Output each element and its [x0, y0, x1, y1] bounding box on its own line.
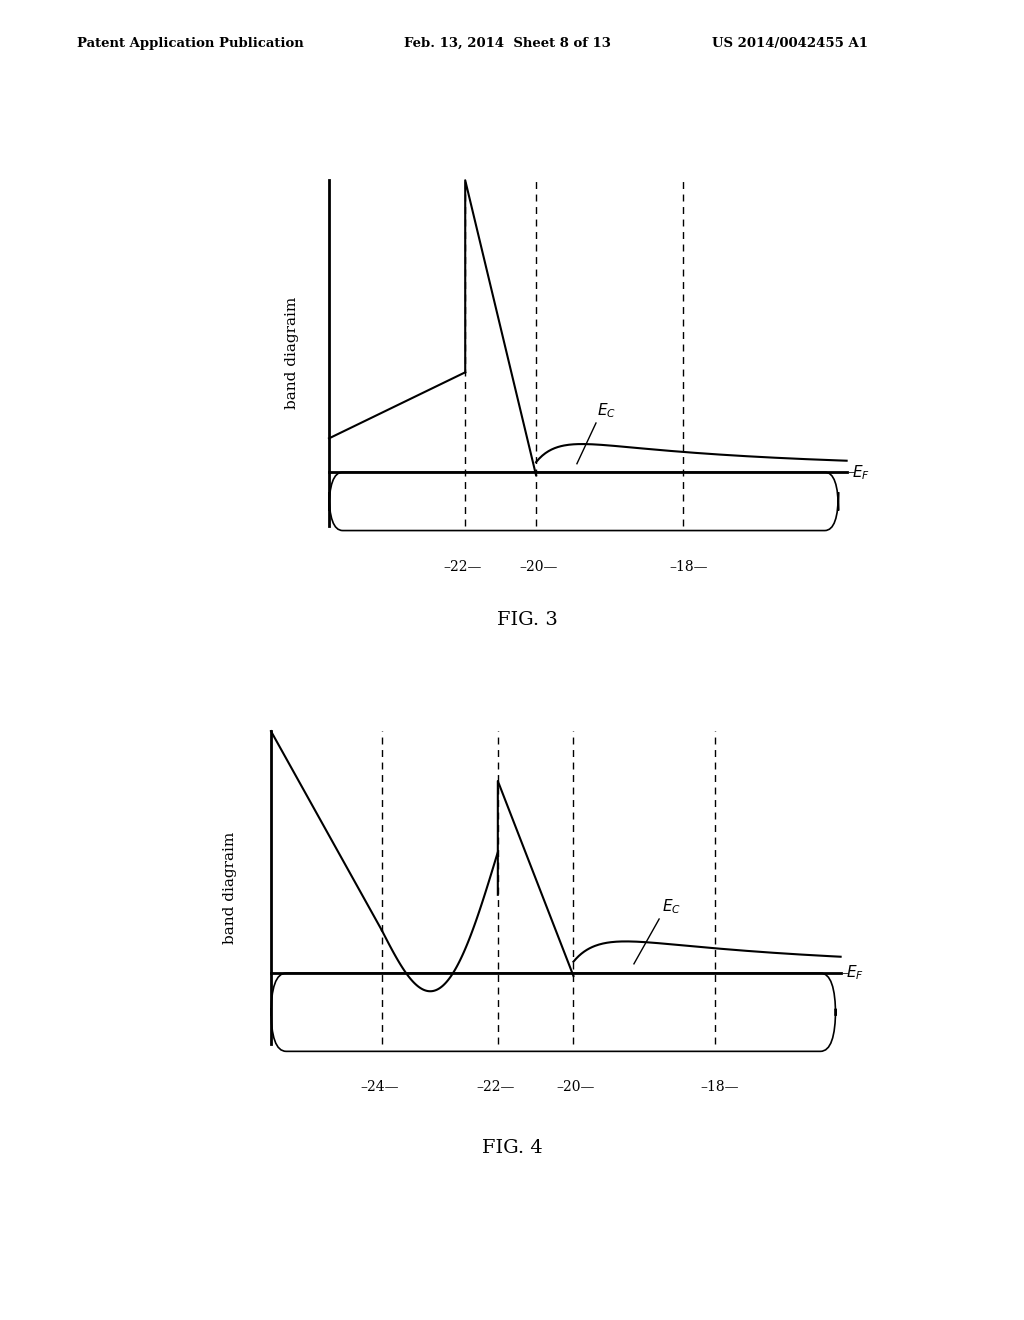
Text: –22—: –22—: [443, 560, 481, 574]
Text: $E_C$: $E_C$: [662, 898, 681, 916]
Text: Feb. 13, 2014  Sheet 8 of 13: Feb. 13, 2014 Sheet 8 of 13: [404, 37, 611, 50]
Text: –: –: [842, 966, 849, 979]
Text: –20—: –20—: [519, 560, 558, 574]
Text: –22—: –22—: [476, 1080, 514, 1094]
Text: –: –: [848, 465, 855, 479]
Text: US 2014/0042455 A1: US 2014/0042455 A1: [712, 37, 867, 50]
Text: –18—: –18—: [700, 1080, 739, 1094]
Text: $E_F$: $E_F$: [852, 463, 870, 482]
Text: FIG. 3: FIG. 3: [497, 611, 558, 630]
Text: –24—: –24—: [360, 1080, 398, 1094]
Text: $E_C$: $E_C$: [597, 401, 616, 420]
Y-axis label: band diagraim: band diagraim: [285, 297, 299, 409]
Text: –20—: –20—: [557, 1080, 595, 1094]
Y-axis label: band diagraim: band diagraim: [223, 832, 238, 944]
Text: Patent Application Publication: Patent Application Publication: [77, 37, 303, 50]
Text: –18—: –18—: [670, 560, 708, 574]
Text: $E_F$: $E_F$: [846, 964, 863, 982]
Text: FIG. 4: FIG. 4: [481, 1139, 543, 1158]
